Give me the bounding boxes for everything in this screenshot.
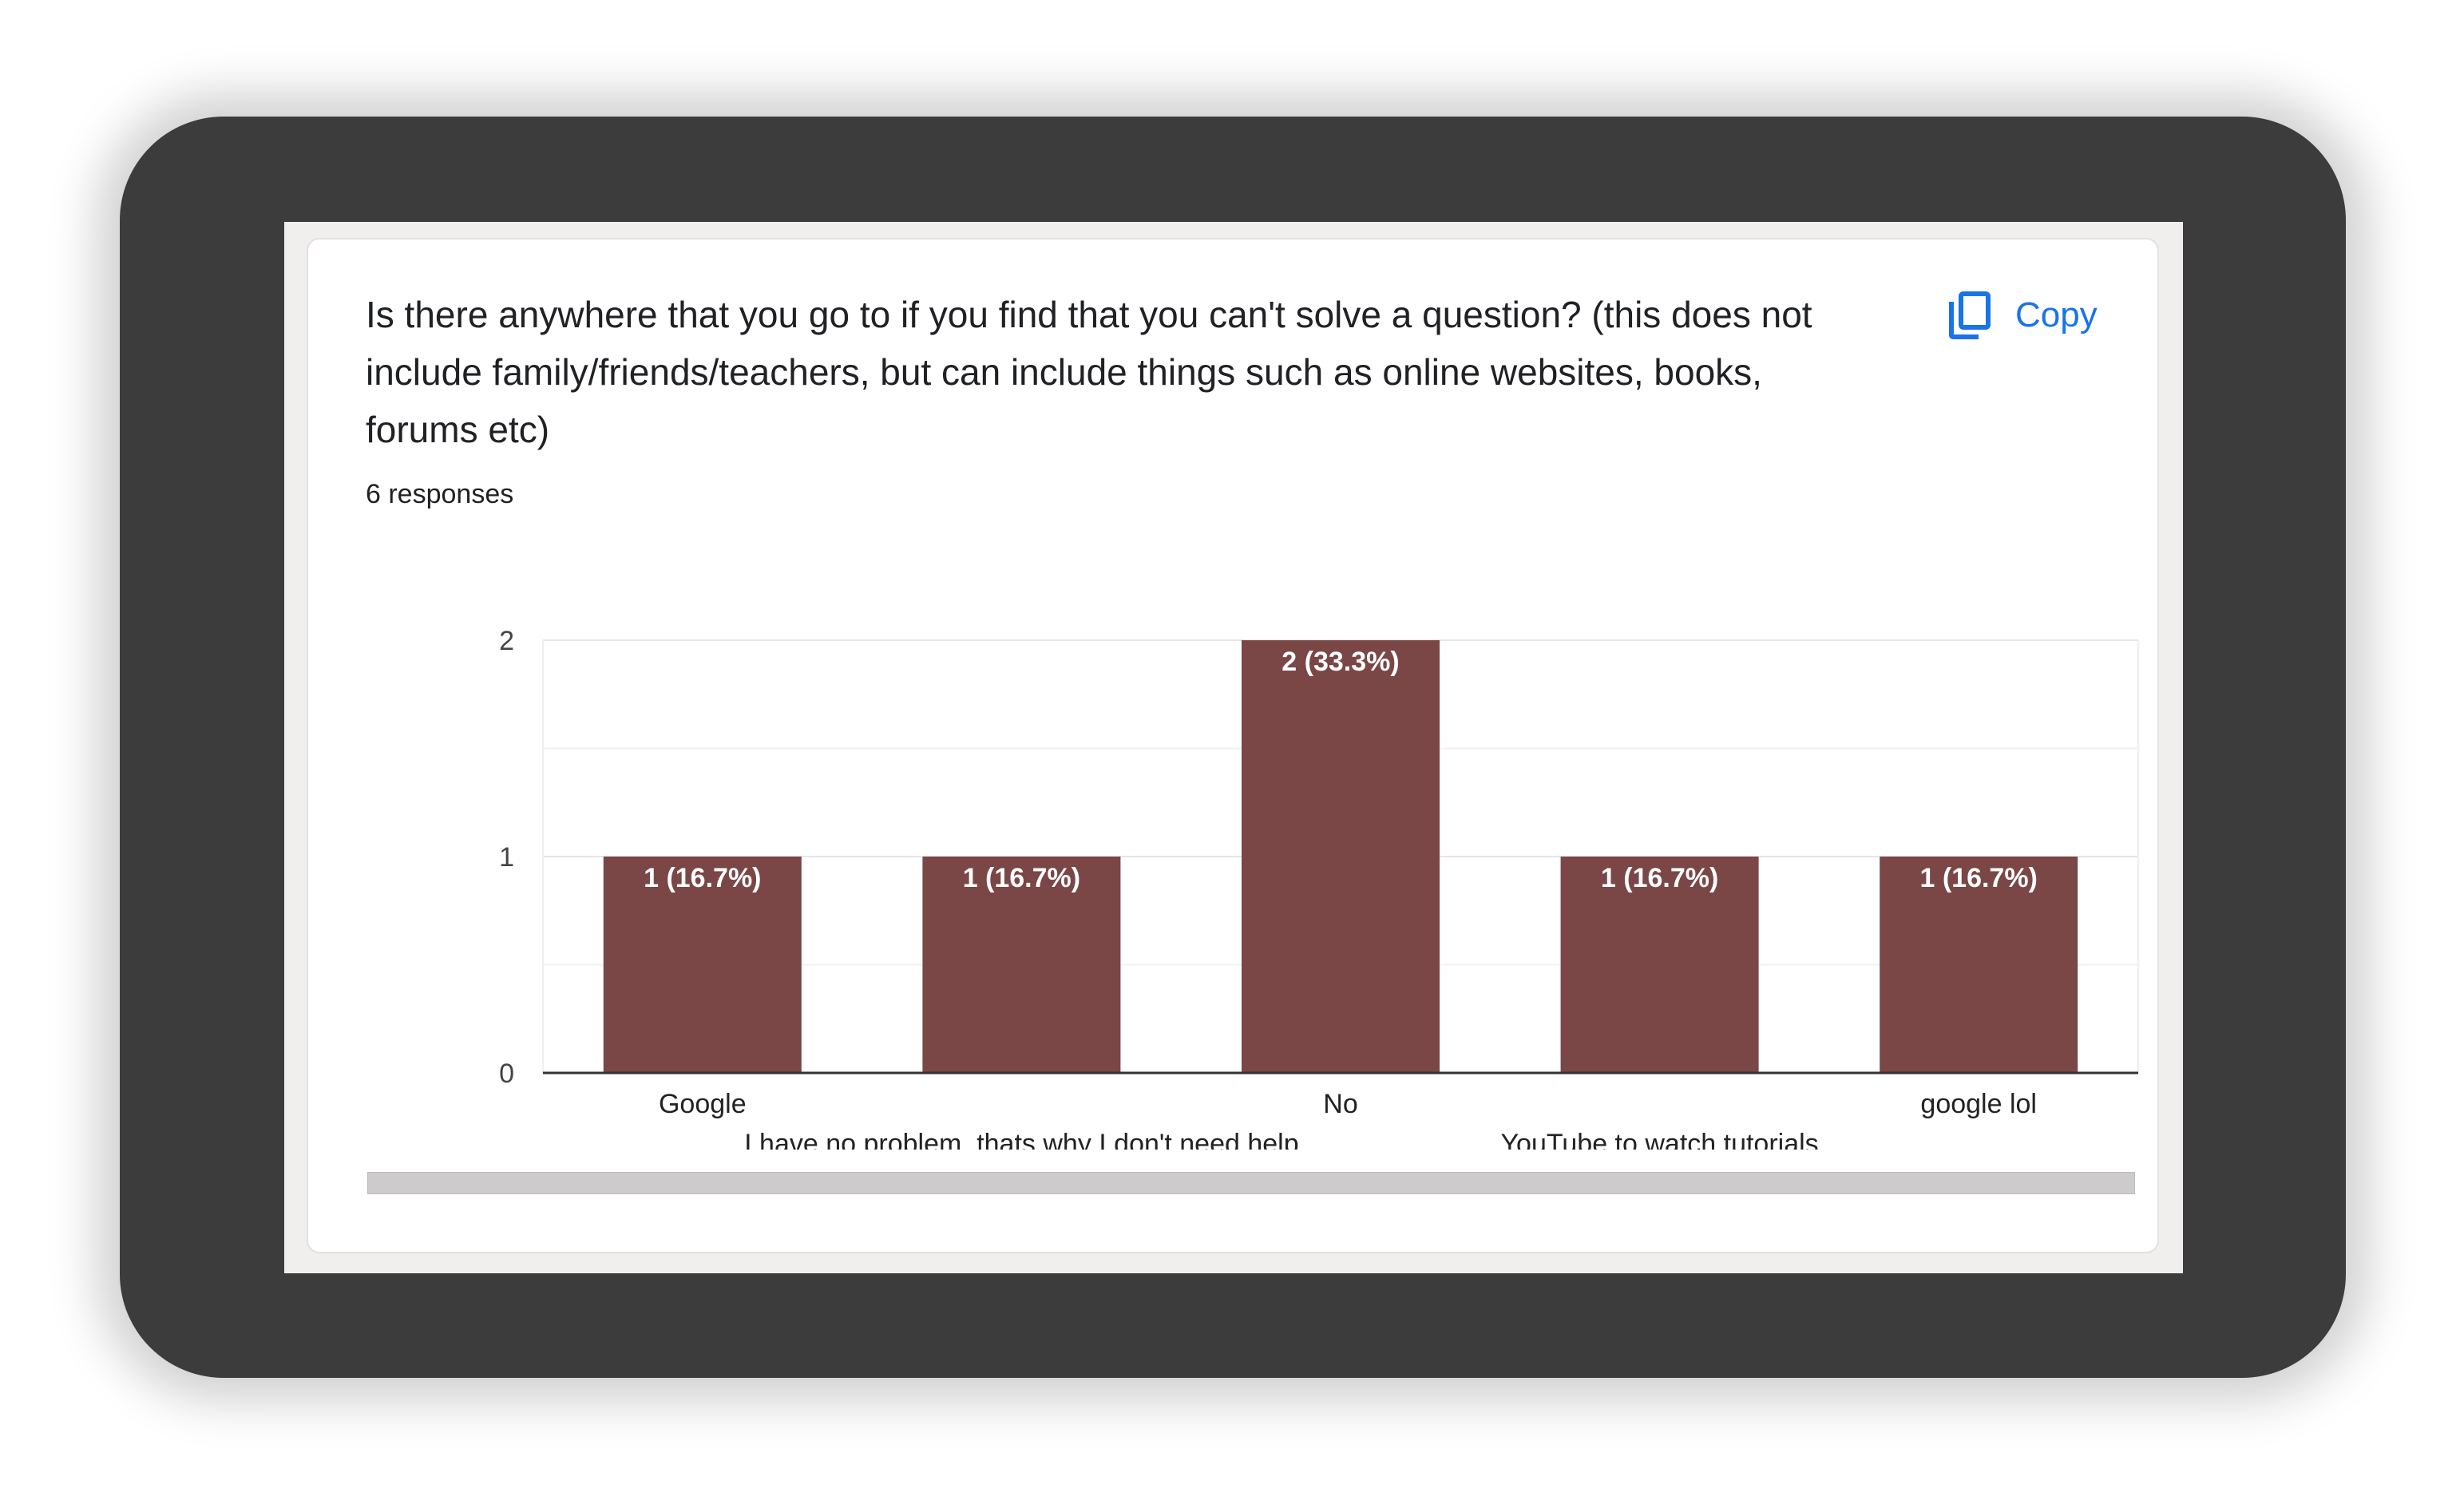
x-category-label: No (1323, 1089, 1357, 1119)
bar-data-label: 1 (16.7%) (963, 863, 1080, 893)
response-count: 6 responses (366, 479, 514, 509)
bar (922, 857, 1121, 1073)
bar-data-label: 1 (16.7%) (1601, 863, 1718, 893)
bar (603, 857, 802, 1073)
screen: Is there anywhere that you go to if you … (284, 222, 2183, 1273)
bar (1560, 857, 1759, 1073)
bar (1880, 857, 2078, 1073)
x-category-label: YouTube to watch tutorials (1501, 1129, 1819, 1150)
bar-data-label: 2 (33.3%) (1282, 647, 1399, 677)
question-title: Is there anywhere that you go to if you … (366, 294, 1812, 450)
x-category-label: I have no problem, thats why I don't nee… (744, 1129, 1299, 1150)
bar-data-label: 1 (16.7%) (644, 863, 761, 893)
y-tick-label: 2 (499, 626, 514, 656)
bar-data-label: 1 (16.7%) (1919, 863, 2037, 893)
bar-chart: 0 1 2 1 (16.7%) Google 1 (16.7%) I have no pro… (499, 626, 2139, 1150)
horizontal-scrollbar[interactable] (367, 1172, 2135, 1194)
question-card: Is there anywhere that you go to if you … (307, 238, 2159, 1253)
bar (1242, 640, 1440, 1073)
copy-icon (1949, 291, 1991, 339)
y-tick-label: 1 (499, 842, 514, 873)
x-category-label: google lol (1920, 1089, 2037, 1119)
copy-label: Copy (2015, 295, 2098, 334)
copy-button[interactable]: Copy (1948, 287, 2098, 343)
y-tick-label: 0 (499, 1059, 514, 1089)
x-category-label: Google (659, 1089, 747, 1119)
